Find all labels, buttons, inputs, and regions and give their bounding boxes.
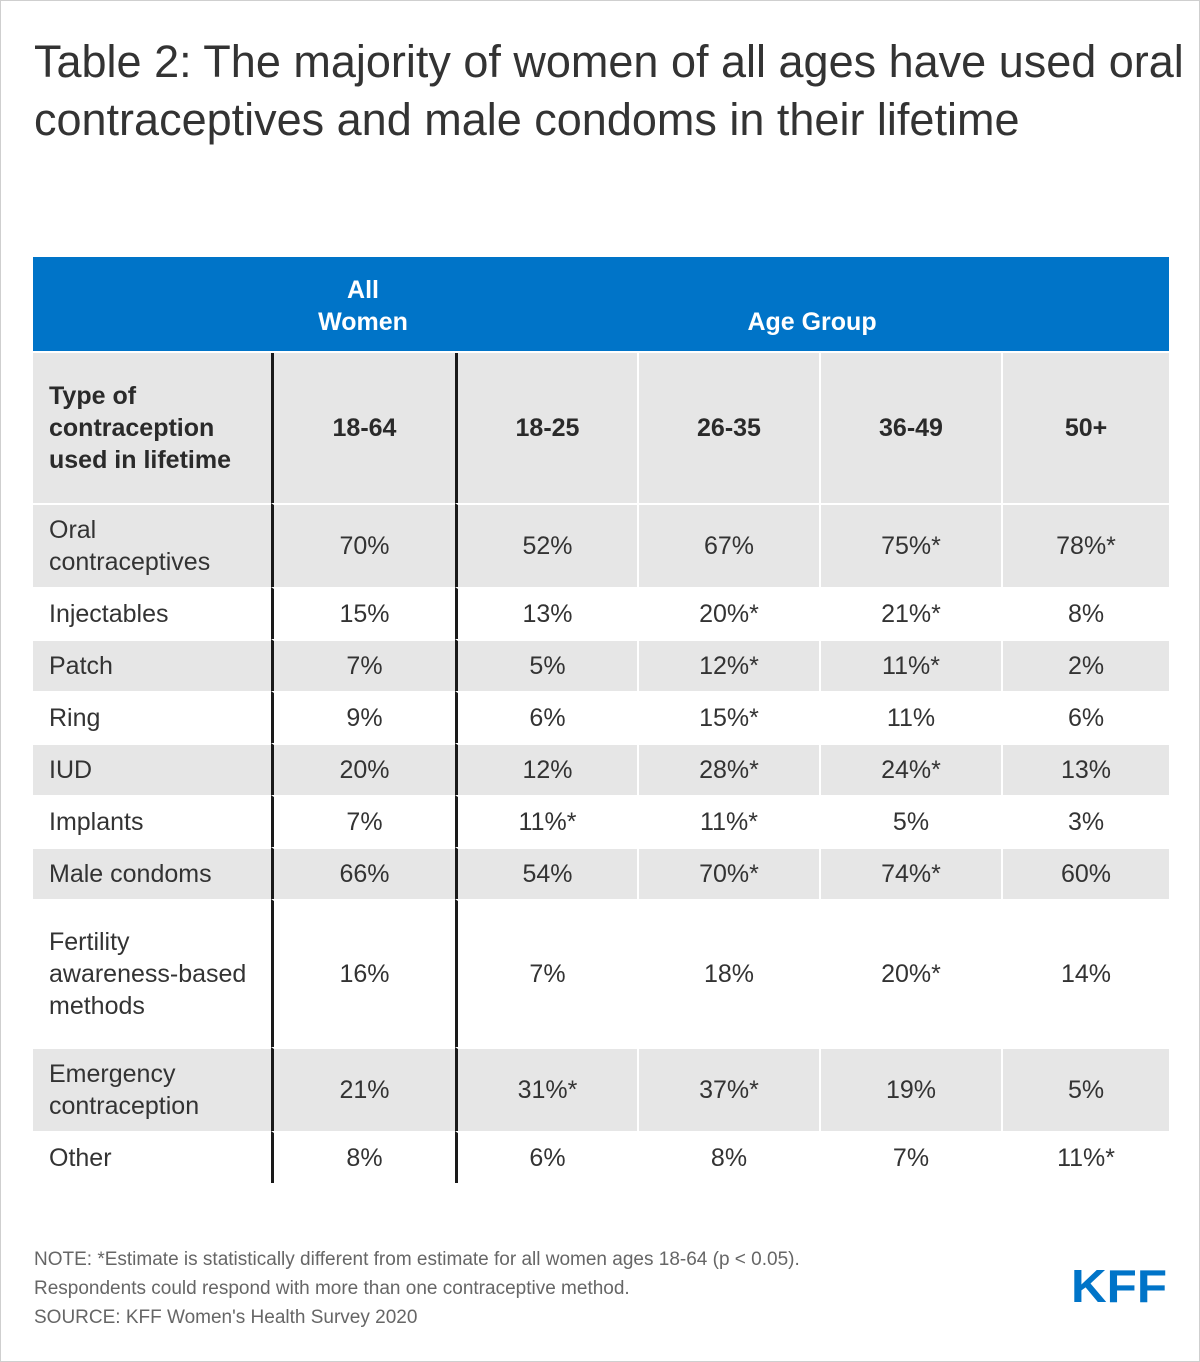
- value-cell: 8%: [271, 1131, 455, 1183]
- value-cell: 70%: [271, 503, 455, 587]
- value-cell: 2%: [1001, 639, 1170, 691]
- value-cell: 37%*: [637, 1047, 819, 1131]
- value-cell: 13%: [455, 587, 637, 639]
- header-all-women-line1: All: [347, 276, 379, 304]
- value-cell: 13%: [1001, 743, 1170, 795]
- data-table: All Women Age Group Type of contraception…: [33, 257, 1170, 1183]
- value-cell: 6%: [455, 691, 637, 743]
- value-cell: 20%*: [637, 587, 819, 639]
- value-cell: 6%: [1001, 691, 1170, 743]
- kff-logo-text: KFF: [1071, 1264, 1167, 1304]
- value-cell: 78%*: [1001, 503, 1170, 587]
- table-row: Emergency contraception 21% 31%* 37%* 19% 5%: [33, 1047, 1170, 1131]
- row-label: Oral contraceptives: [33, 503, 271, 587]
- value-cell: 66%: [271, 847, 455, 899]
- row-label: Patch: [33, 639, 271, 691]
- column-header: 50+: [1001, 353, 1170, 503]
- value-cell: 70%*: [637, 847, 819, 899]
- kff-logo: KFF: [1071, 1264, 1167, 1304]
- value-cell: 21%*: [819, 587, 1001, 639]
- column-header: 36-49: [819, 353, 1001, 503]
- value-cell: 11%: [819, 691, 1001, 743]
- value-cell: 14%: [1001, 899, 1170, 1047]
- table-row: Patch 7% 5% 12%* 11%* 2%: [33, 639, 1170, 691]
- value-cell: 7%: [819, 1131, 1001, 1183]
- value-cell: 54%: [455, 847, 637, 899]
- value-cell: 11%*: [1001, 1131, 1170, 1183]
- value-cell: 16%: [271, 899, 455, 1047]
- value-cell: 8%: [1001, 587, 1170, 639]
- value-cell: 60%: [1001, 847, 1170, 899]
- value-cell: 7%: [455, 899, 637, 1047]
- value-cell: 12%: [455, 743, 637, 795]
- table-row: Oral contraceptives 70% 52% 67% 75%* 78%*: [33, 503, 1170, 587]
- table-body: Oral contraceptives 70% 52% 67% 75%* 78%* Inje…: [33, 503, 1170, 1183]
- header-row: All Women Age Group: [33, 257, 1170, 353]
- value-cell: 8%: [637, 1131, 819, 1183]
- value-cell: 20%*: [819, 899, 1001, 1047]
- value-cell: 9%: [271, 691, 455, 743]
- row-label: Other: [33, 1131, 271, 1183]
- row-label: Injectables: [33, 587, 271, 639]
- value-cell: 74%*: [819, 847, 1001, 899]
- column-header: 18-25: [455, 353, 637, 503]
- value-cell: 5%: [1001, 1047, 1170, 1131]
- value-cell: 3%: [1001, 795, 1170, 847]
- value-cell: 11%*: [819, 639, 1001, 691]
- value-cell: 19%: [819, 1047, 1001, 1131]
- source-line: SOURCE: KFF Women's Health Survey 2020: [34, 1307, 418, 1328]
- row-label: Emergency contraception: [33, 1047, 271, 1131]
- table-row: Other 8% 6% 8% 7% 11%*: [33, 1131, 1170, 1183]
- header-all-women: All Women: [271, 257, 455, 353]
- page-title: Table 2: The majority of women of all ag…: [34, 36, 1184, 145]
- table-row: Fertility awareness-based methods 16% 7% 18…: [33, 899, 1170, 1047]
- column-header: 18-64: [271, 353, 455, 503]
- value-cell: 5%: [455, 639, 637, 691]
- note-line: NOTE: *Estimate is statistically differe…: [34, 1249, 800, 1270]
- value-cell: 12%*: [637, 639, 819, 691]
- note-line: Respondents could respond with more than…: [34, 1278, 630, 1299]
- row-label: Ring: [33, 691, 271, 743]
- table-row: Ring 9% 6% 15%* 11% 6%: [33, 691, 1170, 743]
- value-cell: 31%*: [455, 1047, 637, 1131]
- header-empty-cell: [33, 257, 271, 353]
- table-row: Injectables 15% 13% 20%* 21%* 8%: [33, 587, 1170, 639]
- value-cell: 7%: [271, 795, 455, 847]
- value-cell: 28%*: [637, 743, 819, 795]
- column-header: 26-35: [637, 353, 819, 503]
- table-row: Implants 7% 11%* 11%* 5% 3%: [33, 795, 1170, 847]
- value-cell: 15%*: [637, 691, 819, 743]
- value-cell: 11%*: [455, 795, 637, 847]
- value-cell: 21%: [271, 1047, 455, 1131]
- table-row: Male condoms 66% 54% 70%* 74%* 60%: [33, 847, 1170, 899]
- footnote: NOTE: *Estimate is statistically differe…: [34, 1245, 800, 1332]
- value-cell: 15%: [271, 587, 455, 639]
- value-cell: 20%: [271, 743, 455, 795]
- table-row: IUD 20% 12% 28%* 24%* 13%: [33, 743, 1170, 795]
- value-cell: 18%: [637, 899, 819, 1047]
- value-cell: 6%: [455, 1131, 637, 1183]
- row-label-header: Type of contraception used in lifetime: [33, 353, 271, 503]
- row-label: Male condoms: [33, 847, 271, 899]
- value-cell: 11%*: [637, 795, 819, 847]
- header-all-women-line2: Women: [318, 308, 408, 336]
- value-cell: 7%: [271, 639, 455, 691]
- row-label: Implants: [33, 795, 271, 847]
- row-label: IUD: [33, 743, 271, 795]
- value-cell: 75%*: [819, 503, 1001, 587]
- row-label: Fertility awareness-based methods: [33, 899, 271, 1047]
- value-cell: 52%: [455, 503, 637, 587]
- subheader-row: Type of contraception used in lifetime 1…: [33, 353, 1170, 503]
- value-cell: 24%*: [819, 743, 1001, 795]
- value-cell: 5%: [819, 795, 1001, 847]
- value-cell: 67%: [637, 503, 819, 587]
- header-age-group: Age Group: [455, 257, 1170, 353]
